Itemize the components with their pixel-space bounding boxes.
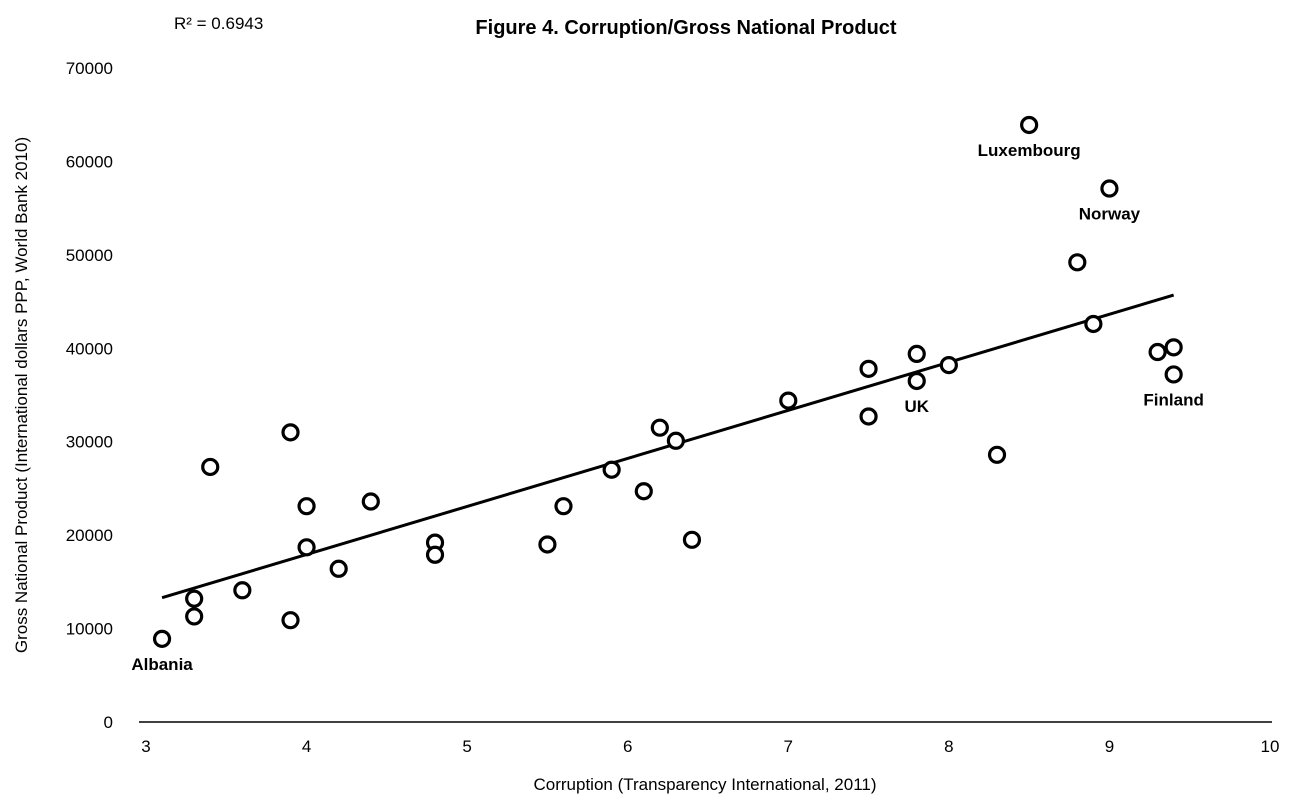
point-labels: Albania UK Luxembourg Norway Finland	[131, 141, 1204, 674]
y-tick-label: 70000	[66, 59, 113, 78]
point-label: Norway	[1079, 205, 1141, 224]
data-point	[297, 497, 316, 516]
data-point	[1100, 179, 1119, 198]
data-point	[297, 538, 316, 557]
trend-line	[161, 293, 1175, 600]
data-point	[1164, 365, 1183, 384]
data-point	[185, 607, 204, 626]
data-point	[602, 460, 621, 479]
data-point	[859, 359, 878, 378]
data-point	[185, 589, 204, 608]
data-point	[1148, 342, 1167, 362]
x-tick-label: 7	[784, 737, 793, 756]
y-tick-label: 40000	[66, 339, 113, 358]
data-point	[666, 431, 685, 450]
data-point	[650, 418, 669, 437]
data-point	[859, 407, 878, 426]
point-label: Albania	[131, 655, 193, 674]
x-axis-label: Corruption (Transparency International, …	[533, 775, 876, 794]
x-tick-label: 5	[462, 737, 471, 756]
data-point	[1020, 115, 1039, 135]
x-tick-label: 3	[141, 737, 150, 756]
chart-title: Figure 4. Corruption/Gross National Prod…	[475, 17, 896, 39]
data-point	[425, 545, 445, 564]
data-point	[1084, 314, 1103, 334]
y-tick-label: 10000	[66, 620, 113, 639]
y-tick-label: 0	[104, 713, 113, 732]
y-tick-label: 20000	[66, 526, 113, 545]
point-label: Luxembourg	[978, 141, 1081, 160]
y-tick-label: 60000	[66, 152, 113, 171]
x-tick-label: 6	[623, 737, 632, 756]
x-tick-label: 4	[302, 737, 311, 756]
data-point	[779, 391, 798, 410]
data-point	[907, 371, 926, 391]
data-point	[987, 445, 1007, 464]
data-point	[281, 611, 300, 630]
y-tick-label: 50000	[66, 246, 113, 265]
data-point	[634, 482, 653, 501]
data-point	[682, 530, 702, 549]
x-tick-label: 8	[944, 737, 953, 756]
data-point	[281, 423, 300, 442]
point-label: UK	[904, 397, 929, 416]
data-point	[1164, 338, 1183, 357]
data-point	[538, 535, 557, 554]
x-tick-label: 10	[1261, 737, 1280, 756]
point-label: Finland	[1143, 390, 1203, 409]
data-point	[201, 457, 220, 477]
data-point	[907, 344, 926, 363]
data-point	[554, 497, 573, 516]
y-tick-labels: 0 10000 20000 30000 40000 50000 60000 70000	[66, 59, 113, 732]
data-point	[233, 581, 252, 600]
data-point	[152, 629, 172, 648]
x-tick-labels: 3 4 5 6 7 8 9 10	[141, 737, 1279, 756]
data-point	[939, 356, 958, 375]
data-point	[361, 492, 380, 511]
y-tick-label: 30000	[66, 433, 113, 452]
data-point	[1068, 253, 1087, 272]
y-axis-label: Gross National Product (International do…	[12, 137, 31, 653]
data-points	[152, 115, 1183, 648]
data-point	[329, 559, 348, 578]
r-squared-annotation: R² = 0.6943	[174, 14, 263, 33]
x-tick-label: 9	[1105, 737, 1114, 756]
